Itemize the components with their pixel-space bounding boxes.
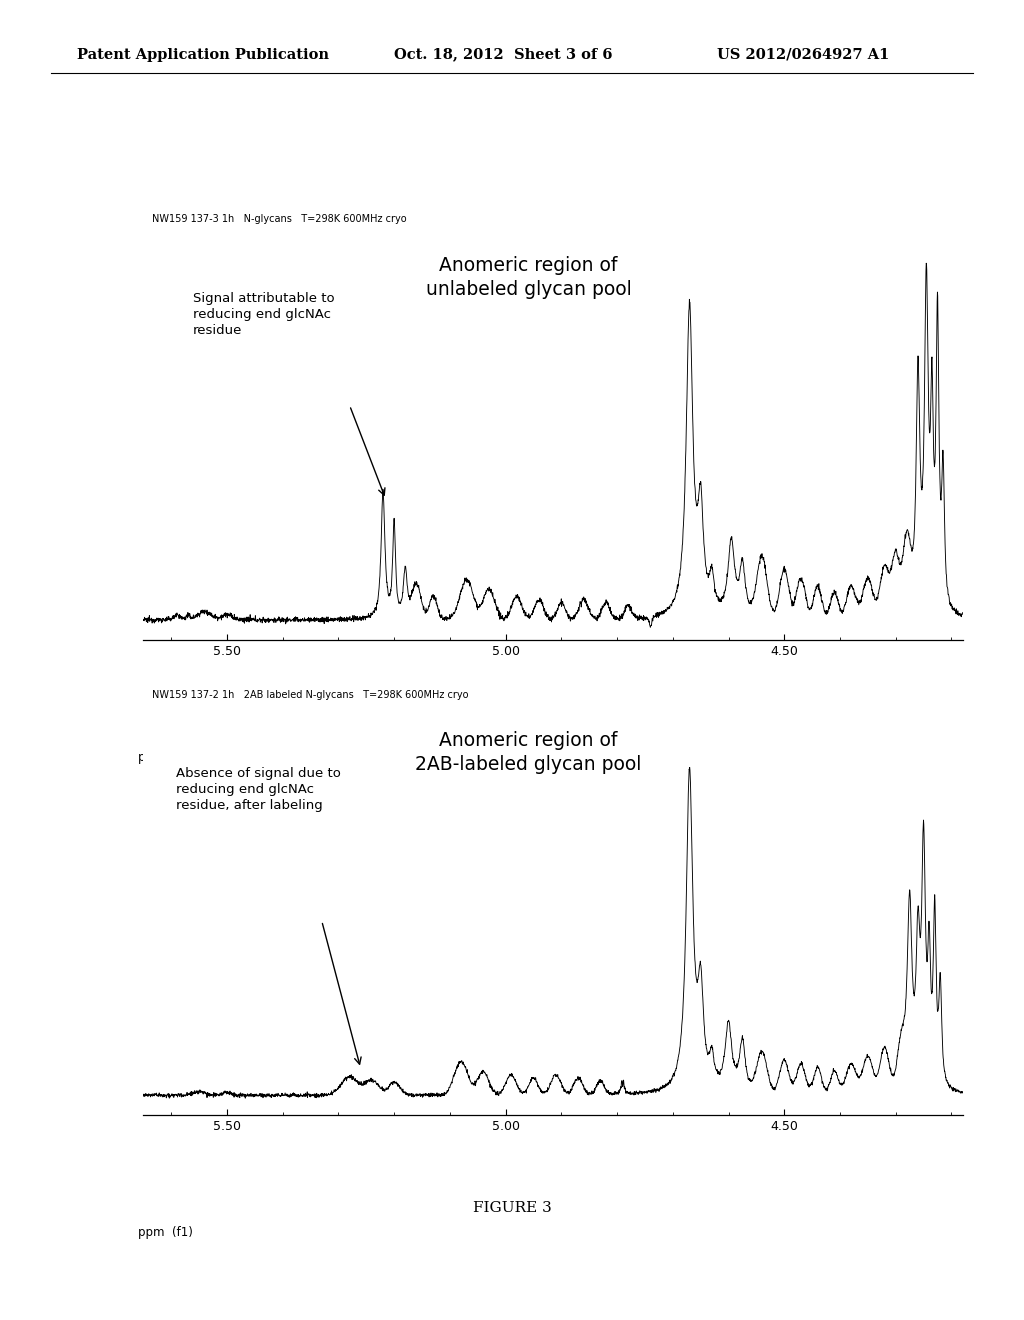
Text: Signal attributable to
reducing end glcNAc
residue: Signal attributable to reducing end glcN…	[193, 292, 334, 337]
Text: ppm  (f1): ppm (f1)	[138, 751, 193, 764]
Text: Anomeric region of
unlabeled glycan pool: Anomeric region of unlabeled glycan pool	[426, 256, 631, 298]
Text: Absence of signal due to
reducing end glcNAc
residue, after labeling: Absence of signal due to reducing end gl…	[176, 767, 341, 812]
Text: Patent Application Publication: Patent Application Publication	[77, 48, 329, 62]
Text: US 2012/0264927 A1: US 2012/0264927 A1	[717, 48, 889, 62]
Text: Oct. 18, 2012  Sheet 3 of 6: Oct. 18, 2012 Sheet 3 of 6	[394, 48, 612, 62]
Text: Anomeric region of
2AB-labeled glycan pool: Anomeric region of 2AB-labeled glycan po…	[415, 731, 642, 774]
Text: FIGURE 3: FIGURE 3	[473, 1201, 551, 1214]
Text: NW159 137-3 1h   N-glycans   T=298K 600MHz cryo: NW159 137-3 1h N-glycans T=298K 600MHz c…	[152, 214, 407, 224]
Text: ppm  (f1): ppm (f1)	[138, 1226, 193, 1239]
Text: NW159 137-2 1h   2AB labeled N-glycans   T=298K 600MHz cryo: NW159 137-2 1h 2AB labeled N-glycans T=2…	[152, 689, 468, 700]
